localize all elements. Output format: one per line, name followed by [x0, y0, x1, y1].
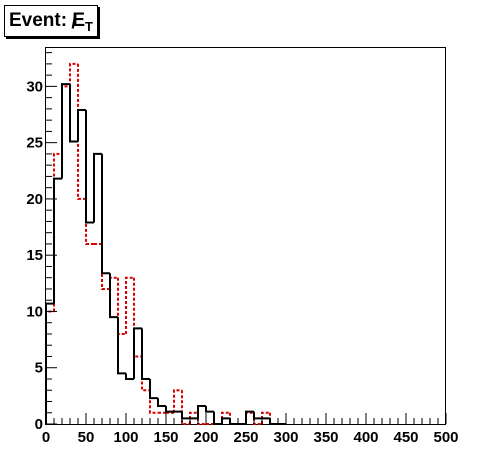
- histogram-bin: [261, 411, 270, 424]
- histogram-bin: [269, 418, 278, 425]
- plot-frame: [45, 47, 446, 425]
- x-tick-label: 250: [233, 429, 258, 446]
- histogram-bin: [269, 412, 278, 425]
- histogram-bin: [93, 152, 102, 223]
- histogram-bin: [221, 411, 230, 424]
- histogram-bin: [109, 276, 118, 289]
- histogram-bin: [85, 110, 94, 224]
- histogram-bin: [85, 198, 94, 245]
- histogram-bin: [165, 405, 174, 413]
- x-tick-label: 0: [42, 429, 50, 446]
- histogram-bin: [181, 411, 190, 420]
- histogram-bin: [229, 418, 238, 425]
- y-tick-label: 25: [26, 135, 43, 152]
- x-tick-label: 350: [313, 429, 338, 446]
- y-tick-label: 0: [35, 416, 43, 433]
- histogram-bin: [149, 378, 158, 400]
- x-tick-label: 500: [433, 429, 458, 446]
- series-solid-black: [45, 83, 286, 425]
- y-tick-label: 15: [26, 247, 43, 264]
- title-prefix: Event:: [9, 10, 73, 31]
- histogram-bin: [69, 84, 78, 143]
- histogram-bin: [197, 412, 206, 425]
- histogram-bin: [173, 389, 182, 413]
- y-tick-label: 5: [35, 360, 43, 377]
- histogram-bin: [45, 302, 54, 424]
- y-tick-label: 30: [26, 78, 43, 95]
- histogram-bin: [125, 373, 134, 380]
- histogram-bin: [181, 390, 190, 425]
- histogram-bin: [77, 63, 86, 200]
- histogram-bin: [197, 404, 206, 419]
- histogram-bin: [53, 177, 62, 304]
- histogram-bin: [77, 109, 86, 142]
- histogram-bin: [141, 328, 150, 380]
- x-axis: 0 50 100 150 200 250 300 350 400 450 500: [42, 413, 459, 446]
- x-tick-label: 150: [153, 429, 178, 446]
- histogram-bin: [101, 153, 110, 275]
- histogram-bin: [245, 411, 254, 424]
- y-tick-label: 10: [26, 303, 43, 320]
- histogram-bin: [157, 398, 166, 407]
- histogram-bin: [61, 83, 70, 179]
- histogram-bin: [213, 411, 222, 425]
- histogram-bin: [61, 85, 70, 154]
- x-tick-label: 450: [393, 429, 418, 446]
- histogram-bin: [109, 273, 118, 319]
- x-tick-label: 50: [78, 429, 95, 446]
- histogram-bin: [149, 390, 158, 414]
- x-tick-label: 300: [273, 429, 298, 446]
- histogram-bin: [101, 243, 110, 290]
- x-tick-label: 200: [193, 429, 218, 446]
- met-slash: /: [71, 12, 77, 33]
- histogram-bin: [133, 327, 142, 379]
- met-subscript: T: [85, 19, 93, 34]
- histogram-bin: [53, 152, 62, 312]
- histogram-bin: [253, 411, 262, 420]
- series-dashed-red: [45, 62, 286, 425]
- y-tick-label: 20: [26, 191, 43, 208]
- met-symbol: E /: [71, 10, 85, 33]
- histogram-bin: [69, 62, 78, 87]
- histogram-bin: [133, 277, 142, 358]
- y-axis: 0 5 10 15 20 25 30: [26, 52, 57, 433]
- histogram-bin: [205, 405, 214, 413]
- x-tick-label: 400: [353, 429, 378, 446]
- x-tick-label: 100: [113, 429, 138, 446]
- histogram-bin: [117, 317, 126, 375]
- histogram-bin: [189, 411, 198, 424]
- histogram-bin: [141, 356, 150, 392]
- histogram-bin: [117, 277, 126, 335]
- histogram-bin: [229, 412, 238, 425]
- histogram-bin: [125, 276, 134, 334]
- chart-title: Event: E / T: [4, 5, 98, 37]
- histogram-bin: [221, 417, 230, 424]
